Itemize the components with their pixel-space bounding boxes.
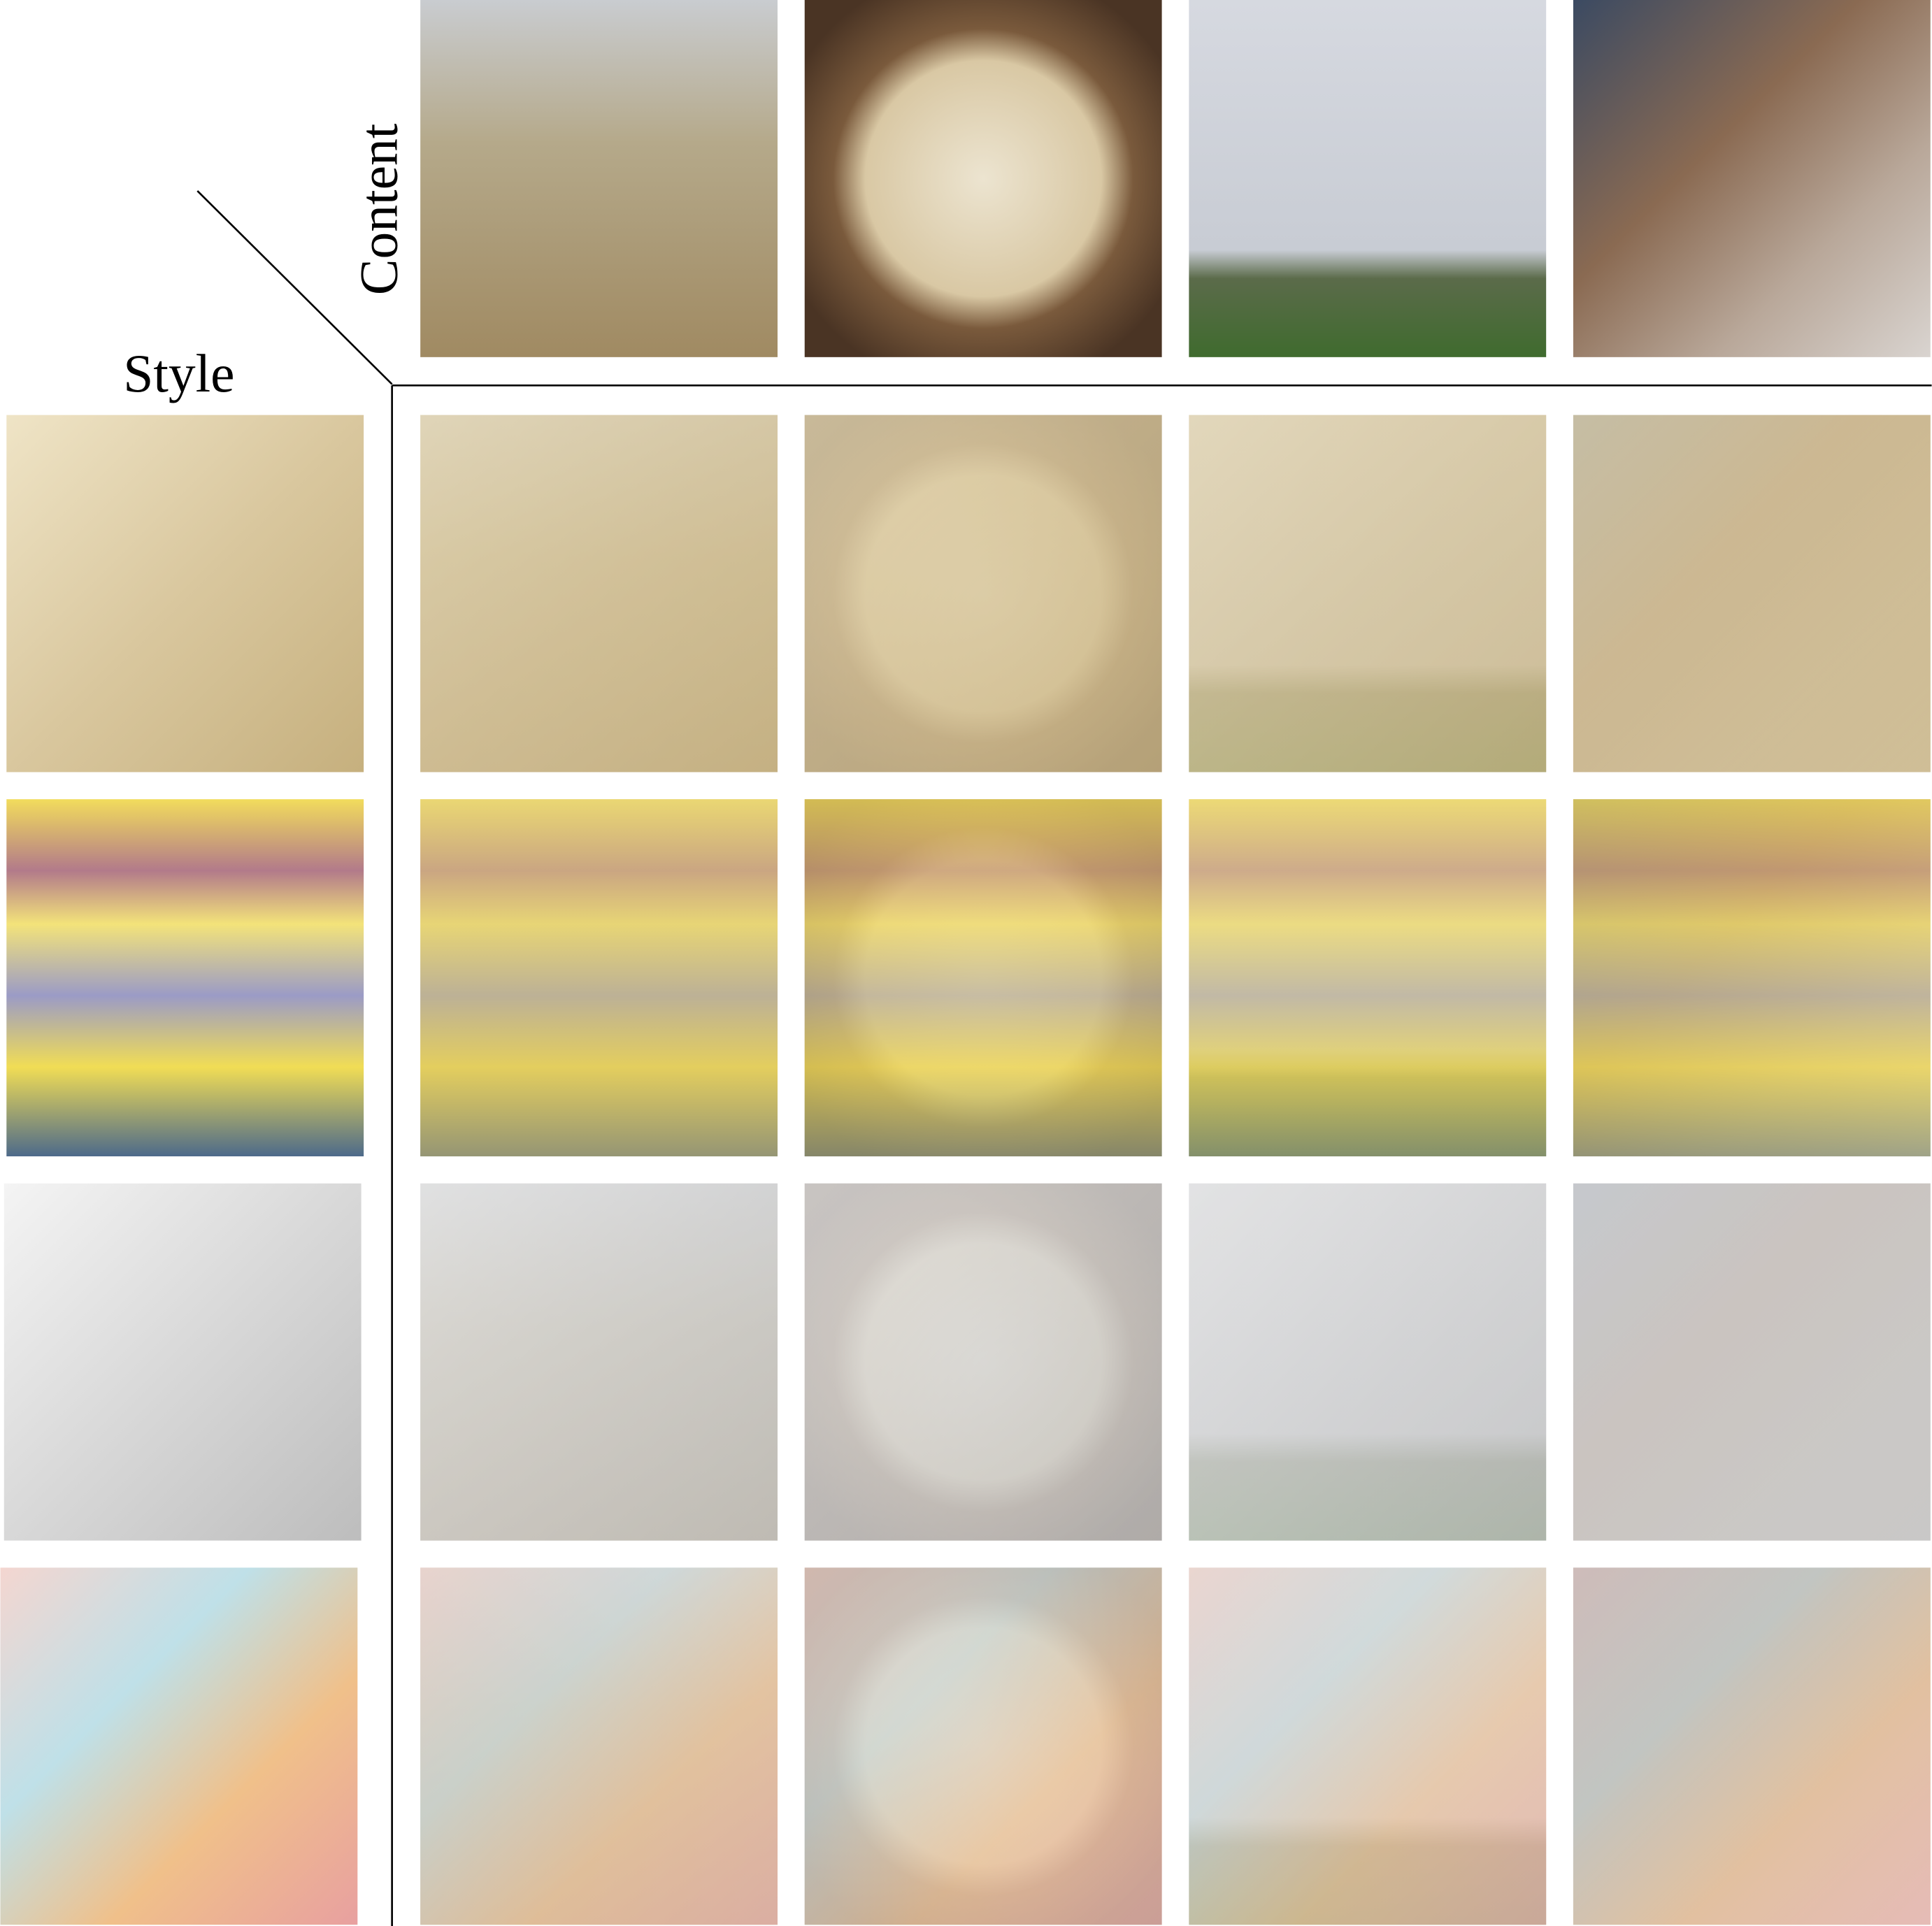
stylized-tint (804, 1183, 1162, 1541)
stylized-content-overlay (420, 799, 778, 1157)
stylized-tint (804, 415, 1162, 772)
style-image (6, 415, 364, 772)
stylized-content-overlay (804, 1183, 1162, 1541)
stylized-content-overlay (1573, 1567, 1931, 1925)
stylized-content-overlay (1573, 799, 1931, 1157)
stylized-tint (1189, 1567, 1547, 1925)
content-label: Content (349, 123, 409, 295)
stylized-content-overlay (804, 415, 1162, 772)
diagonal-divider (196, 190, 393, 385)
stylized-content-overlay (1573, 1183, 1931, 1541)
content-image (1573, 0, 1931, 357)
content-image (420, 0, 778, 357)
stylized-content-overlay (1189, 1567, 1547, 1925)
stylized-content-overlay (420, 1183, 778, 1541)
stylized-tint (804, 799, 1162, 1157)
style-image (0, 1567, 358, 1925)
stylized-content-overlay (420, 415, 778, 772)
stylized-content-overlay (420, 1567, 778, 1925)
stylized-tint (1189, 799, 1547, 1157)
stylized-content-overlay (1189, 799, 1547, 1157)
stylized-tint (1189, 1183, 1547, 1541)
stylized-content-overlay (804, 799, 1162, 1157)
stylized-tint (804, 1567, 1162, 1925)
stylized-tint (420, 415, 778, 772)
stylized-tint (1189, 415, 1547, 772)
stylized-tint (420, 799, 778, 1157)
stylized-content-overlay (1573, 415, 1931, 772)
stylized-tint (1573, 415, 1931, 772)
content-image (804, 0, 1162, 357)
stylized-content-overlay (804, 1567, 1162, 1925)
stylized-tint (420, 1183, 778, 1541)
content-image (1189, 0, 1547, 357)
stylized-tint (1573, 1183, 1931, 1541)
stylized-content-overlay (1189, 1183, 1547, 1541)
style-image (3, 1183, 362, 1541)
style-image (6, 799, 364, 1157)
stylized-content-overlay (1189, 415, 1547, 772)
stylized-tint (420, 1567, 778, 1925)
stylized-tint (1573, 799, 1931, 1157)
stylized-tint (1573, 1567, 1931, 1925)
style-label: Style (123, 343, 234, 403)
